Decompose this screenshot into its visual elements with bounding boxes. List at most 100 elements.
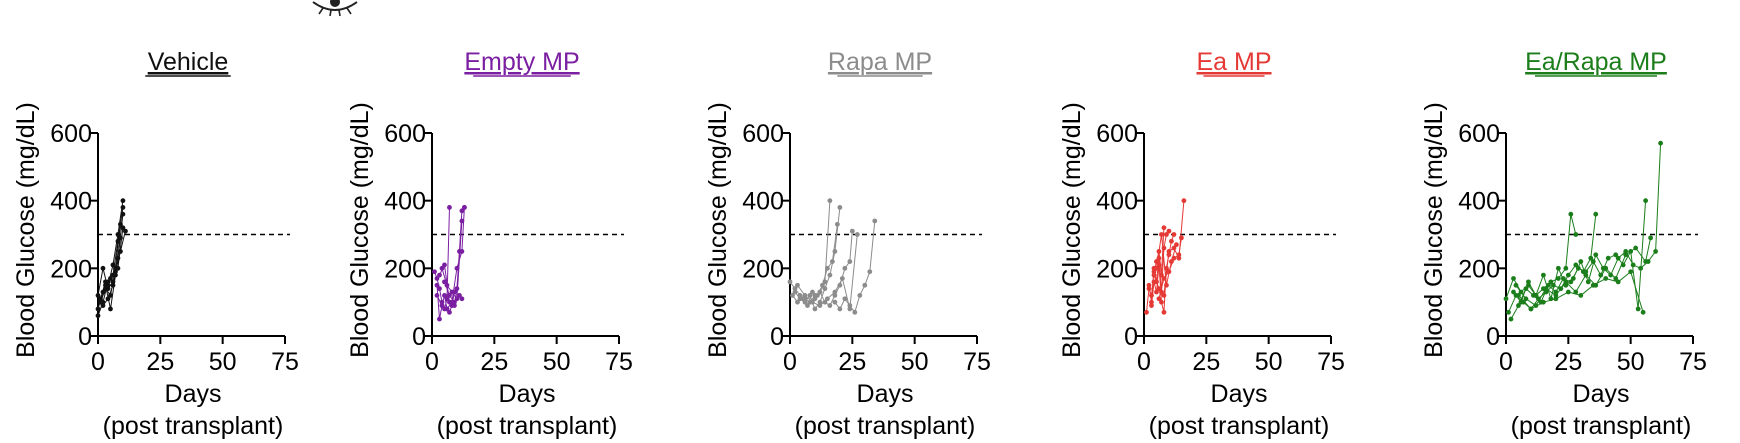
x-tick-label: 75 — [963, 348, 991, 376]
data-point — [1623, 249, 1629, 254]
chart-title: Rapa MP — [828, 48, 932, 76]
data-point — [867, 269, 873, 275]
chart-panel-4: Ea/Rapa MP 0 200 400 600 0 25 50 75 Days (post tra… — [1420, 48, 1707, 440]
x-tick-label: 50 — [1617, 348, 1645, 376]
data-point — [1573, 232, 1579, 237]
x-axis-label-secondary: (post transplant) — [437, 412, 618, 440]
series-line — [105, 237, 121, 310]
data-point — [120, 198, 126, 204]
series-5 — [1156, 235, 1184, 302]
x-axis-label-secondary: (post transplant) — [1149, 412, 1330, 440]
series-3 — [1151, 198, 1187, 298]
y-axis-label: Blood Glucose (mg/dL) — [704, 102, 732, 358]
data-point — [1555, 265, 1561, 271]
data-point — [825, 265, 830, 271]
data-point — [837, 306, 843, 312]
x-tick-label: 0 — [91, 348, 105, 376]
series-2 — [792, 205, 843, 312]
data-point — [1593, 252, 1599, 258]
data-point — [439, 303, 445, 308]
data-point — [1171, 232, 1177, 237]
data-point — [434, 293, 440, 298]
data-point — [854, 232, 860, 237]
series-line — [1510, 200, 1647, 320]
chart-title: Empty MP — [464, 48, 579, 76]
x-axis-label: Days — [1211, 380, 1268, 408]
data-point — [1603, 276, 1609, 281]
x-tick-label: 0 — [1137, 348, 1151, 376]
data-point — [827, 272, 833, 278]
chart-title: Ea MP — [1196, 48, 1271, 76]
data-point — [95, 306, 101, 312]
data-point — [827, 303, 833, 308]
y-tick-label: 600 — [742, 120, 784, 148]
y-axis-label: Blood Glucose (mg/dL) — [346, 102, 374, 358]
x-tick-label: 75 — [1317, 348, 1345, 376]
data-point — [1658, 140, 1663, 146]
y-tick-label: 200 — [384, 255, 426, 283]
data-point — [839, 276, 845, 281]
chart-title: Ea/Rapa MP — [1525, 48, 1667, 76]
y-tick-label: 0 — [1124, 323, 1138, 351]
data-point — [1149, 303, 1154, 308]
data-point — [1555, 276, 1561, 281]
data-point — [1146, 282, 1152, 288]
x-tick-label: 0 — [783, 348, 797, 376]
data-point — [1166, 228, 1172, 234]
data-point — [1151, 272, 1157, 278]
x-tick-label: 25 — [838, 348, 866, 376]
data-point — [1156, 296, 1162, 302]
data-point — [1533, 293, 1539, 298]
data-point — [862, 282, 868, 288]
chart-title: Vehicle — [148, 48, 229, 76]
data-point — [100, 265, 106, 271]
y-axis-label: Blood Glucose (mg/dL) — [1420, 102, 1448, 358]
data-point — [1156, 262, 1162, 268]
x-axis-label-secondary: (post transplant) — [795, 412, 976, 440]
data-point — [817, 299, 823, 305]
data-point — [810, 289, 815, 295]
data-point — [1151, 279, 1157, 285]
x-axis-label: Days — [857, 380, 914, 408]
y-tick-label: 600 — [384, 120, 426, 148]
data-point — [1578, 259, 1584, 264]
data-point — [437, 286, 442, 292]
x-tick-label: 25 — [1554, 348, 1582, 376]
series-0 — [432, 205, 452, 312]
data-point — [847, 306, 853, 312]
x-tick-label: 75 — [271, 348, 299, 376]
data-point — [852, 309, 858, 315]
data-point — [1166, 249, 1172, 254]
x-tick-label: 50 — [209, 348, 237, 376]
data-point — [113, 272, 118, 278]
data-point — [1553, 296, 1559, 302]
data-point — [1161, 225, 1167, 231]
y-tick-label: 200 — [50, 255, 92, 283]
data-point — [437, 272, 442, 278]
x-tick-label: 75 — [1679, 348, 1707, 376]
data-point — [792, 289, 798, 295]
y-axis-label: Blood Glucose (mg/dL) — [1058, 102, 1086, 358]
data-point — [452, 303, 457, 308]
data-point — [1565, 289, 1571, 295]
data-point — [1541, 299, 1546, 305]
y-tick-label: 600 — [50, 120, 92, 148]
data-point — [108, 306, 113, 312]
data-point — [1563, 279, 1569, 285]
data-point — [802, 293, 808, 298]
data-point — [849, 228, 855, 234]
data-point — [822, 286, 828, 292]
chart-panel-1: Empty MP 0 200 400 600 0 25 50 75 Days (post trans… — [346, 48, 633, 440]
data-point — [454, 286, 460, 292]
data-point — [98, 299, 103, 305]
y-tick-label: 0 — [78, 323, 92, 351]
data-point — [1161, 309, 1167, 315]
data-point — [1570, 276, 1576, 281]
x-tick-label: 50 — [901, 348, 929, 376]
y-tick-label: 400 — [1096, 188, 1138, 216]
data-point — [1613, 276, 1619, 281]
data-point — [1653, 249, 1658, 254]
data-point — [842, 296, 848, 302]
data-point — [1648, 235, 1654, 241]
